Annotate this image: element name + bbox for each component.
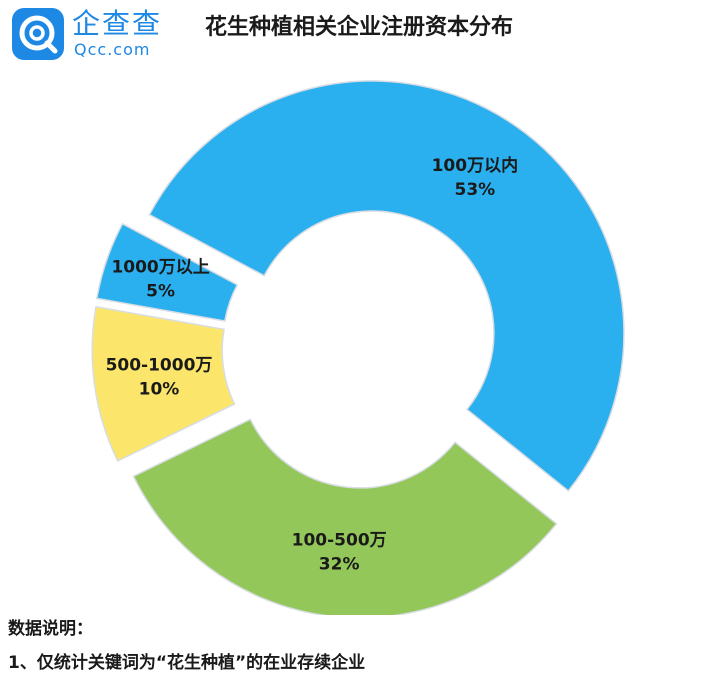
- notes-heading: 数据说明：: [8, 619, 93, 639]
- chart-title: 花生种植相关企业注册资本分布: [205, 15, 514, 40]
- slice-label-1: 100-500万: [292, 531, 387, 551]
- donut-chart: 100万以内 53% 100-500万 32% 500-1000万 10% 1000万以上 5…: [91, 80, 625, 615]
- slice-percent-3: 5%: [146, 282, 175, 302]
- slice-percent-0: 53%: [454, 180, 495, 200]
- brand-name: 企查查: [72, 7, 163, 40]
- donut-slice-2: [91, 305, 236, 462]
- donut-slice-1: [132, 418, 558, 615]
- brand-domain: Qcc.com: [74, 40, 151, 59]
- donut-slice-0: [148, 80, 625, 492]
- donut-slice-3: [95, 222, 239, 322]
- slice-label-2: 500-1000万: [106, 356, 213, 376]
- slice-percent-2: 10%: [139, 380, 180, 400]
- qcc-logo-icon: [12, 8, 64, 60]
- notes-line-1: 1、仅统计关键词为“花生种植”的在业存续企业: [8, 653, 366, 673]
- slice-label-3: 1000万以上: [111, 258, 209, 278]
- slice-percent-1: 32%: [319, 555, 360, 575]
- brand-logo: 企查查 Qcc.com: [12, 8, 182, 68]
- slice-label-0: 100万以内: [432, 155, 519, 176]
